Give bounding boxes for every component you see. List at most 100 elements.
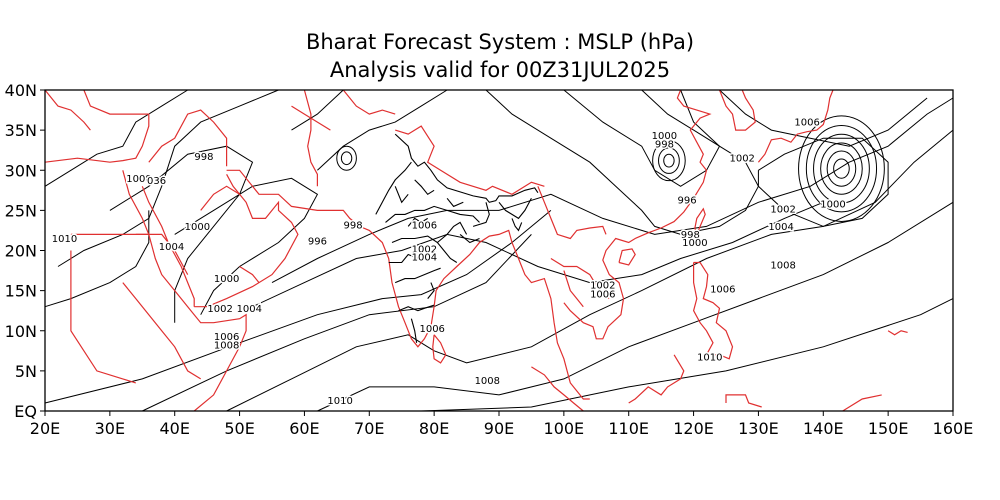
coastline bbox=[70, 250, 136, 384]
state-boundary bbox=[407, 217, 428, 227]
x-tick-label: 150E bbox=[868, 419, 909, 438]
coastline bbox=[537, 186, 607, 240]
coastline bbox=[342, 89, 396, 115]
state-boundary bbox=[414, 179, 435, 196]
state-boundary bbox=[394, 267, 441, 284]
isobar-label: 1006 bbox=[214, 332, 239, 343]
coastline bbox=[887, 330, 908, 336]
coastline bbox=[694, 207, 706, 235]
state-boundary bbox=[437, 221, 468, 243]
coastline bbox=[563, 89, 712, 340]
typhoon-isobar-ring bbox=[805, 124, 878, 213]
isobar-label: 996 bbox=[678, 195, 697, 206]
state-boundary bbox=[472, 202, 490, 227]
x-tick-label: 60E bbox=[289, 419, 319, 438]
coastline bbox=[550, 257, 610, 300]
isobar bbox=[174, 177, 319, 315]
isobar bbox=[317, 201, 954, 412]
state-boundary bbox=[391, 235, 458, 263]
isobar bbox=[757, 137, 889, 227]
x-tick-label: 110E bbox=[608, 419, 649, 438]
x-tick-label: 30E bbox=[95, 419, 125, 438]
coastline bbox=[628, 354, 685, 404]
x-tick-label: 70E bbox=[354, 419, 384, 438]
coastline bbox=[239, 265, 260, 283]
isobar bbox=[485, 89, 759, 235]
isobar-label: 1004 bbox=[159, 242, 184, 253]
heat-low-isobar-ring bbox=[336, 145, 357, 171]
longitude-axis: 20E 30E 40E 50E 60E 70E 80E 90E 100E 110E 120E 130E… bbox=[30, 411, 973, 438]
y-tick-label: 25N bbox=[5, 201, 37, 220]
x-tick-label: 50E bbox=[224, 419, 254, 438]
coastline-borders bbox=[44, 89, 908, 412]
coastline bbox=[122, 170, 247, 412]
isobar-label: 1000 bbox=[214, 274, 239, 285]
isobar-label: 1010 bbox=[52, 234, 77, 245]
x-tick-label: 90E bbox=[484, 419, 514, 438]
low-isobar-ring bbox=[658, 147, 680, 174]
y-tick-label: EQ bbox=[14, 402, 37, 421]
coastline bbox=[194, 174, 299, 308]
coastline bbox=[692, 261, 734, 360]
isobar-label: 1002 bbox=[207, 304, 232, 315]
isobar-label: 998 bbox=[194, 152, 213, 163]
y-tick-label: 40N bbox=[5, 81, 37, 100]
typhoon-isobar-ring bbox=[833, 158, 850, 179]
coastline bbox=[531, 366, 584, 412]
y-tick-label: 30N bbox=[5, 161, 37, 180]
isobar-label: 1000 bbox=[652, 131, 677, 142]
isobar bbox=[271, 97, 954, 284]
isobar-label: 1000 bbox=[185, 222, 210, 233]
x-tick-label: 120E bbox=[673, 419, 714, 438]
state-boundary bbox=[394, 133, 539, 203]
isobar-label: 1010 bbox=[327, 396, 352, 407]
coastline bbox=[725, 394, 762, 408]
isobar-lines bbox=[44, 89, 954, 412]
isobar-label: 1006 bbox=[412, 220, 437, 231]
y-tick-label: 20N bbox=[5, 242, 37, 261]
coastline bbox=[44, 89, 91, 131]
isobar bbox=[421, 298, 954, 412]
typhoon-isobar-ring bbox=[813, 133, 870, 204]
x-tick-label: 100E bbox=[544, 419, 585, 438]
isobar-label: 1006 bbox=[590, 289, 615, 300]
map-subtitle: Analysis valid for 00Z31JUL2025 bbox=[330, 58, 670, 82]
low-isobar-ring bbox=[652, 140, 686, 182]
isobar bbox=[44, 210, 150, 308]
isobar-label: 1008 bbox=[770, 260, 795, 271]
isobar-label: 1000 bbox=[682, 238, 707, 249]
coastline bbox=[200, 185, 240, 211]
y-tick-label: 10N bbox=[5, 322, 37, 341]
state-boundary bbox=[498, 198, 532, 220]
isobar-label: 998 bbox=[681, 230, 700, 241]
x-tick-label: 130E bbox=[738, 419, 779, 438]
x-tick-label: 40E bbox=[159, 419, 189, 438]
coastline bbox=[563, 270, 584, 308]
isobar-label: 1000 bbox=[820, 200, 845, 211]
x-tick-label: 140E bbox=[803, 419, 844, 438]
coastline bbox=[226, 169, 590, 400]
isobar-label: 1008 bbox=[214, 341, 239, 352]
x-tick-label: 80E bbox=[419, 419, 449, 438]
isobar-label: 998 bbox=[344, 220, 363, 231]
coastline bbox=[291, 105, 331, 131]
state-boundary bbox=[394, 186, 409, 204]
coastline bbox=[757, 89, 834, 163]
coastline bbox=[618, 248, 636, 266]
coastline bbox=[842, 394, 882, 412]
x-tick-label: 20E bbox=[30, 419, 60, 438]
isobar-label: 1004 bbox=[237, 304, 262, 315]
isobar-label: 1008 bbox=[126, 174, 151, 185]
y-tick-label: 15N bbox=[5, 282, 37, 301]
isobar-label: 1010 bbox=[697, 353, 722, 364]
isobar bbox=[291, 89, 344, 131]
y-tick-label: 5N bbox=[15, 362, 37, 381]
state-boundary bbox=[385, 205, 480, 223]
low-isobar-ring bbox=[663, 153, 675, 168]
typhoon-isobar-ring bbox=[826, 150, 857, 187]
state-boundary bbox=[388, 253, 419, 264]
isobar bbox=[44, 89, 188, 187]
isobar-label: 998 bbox=[655, 139, 674, 150]
